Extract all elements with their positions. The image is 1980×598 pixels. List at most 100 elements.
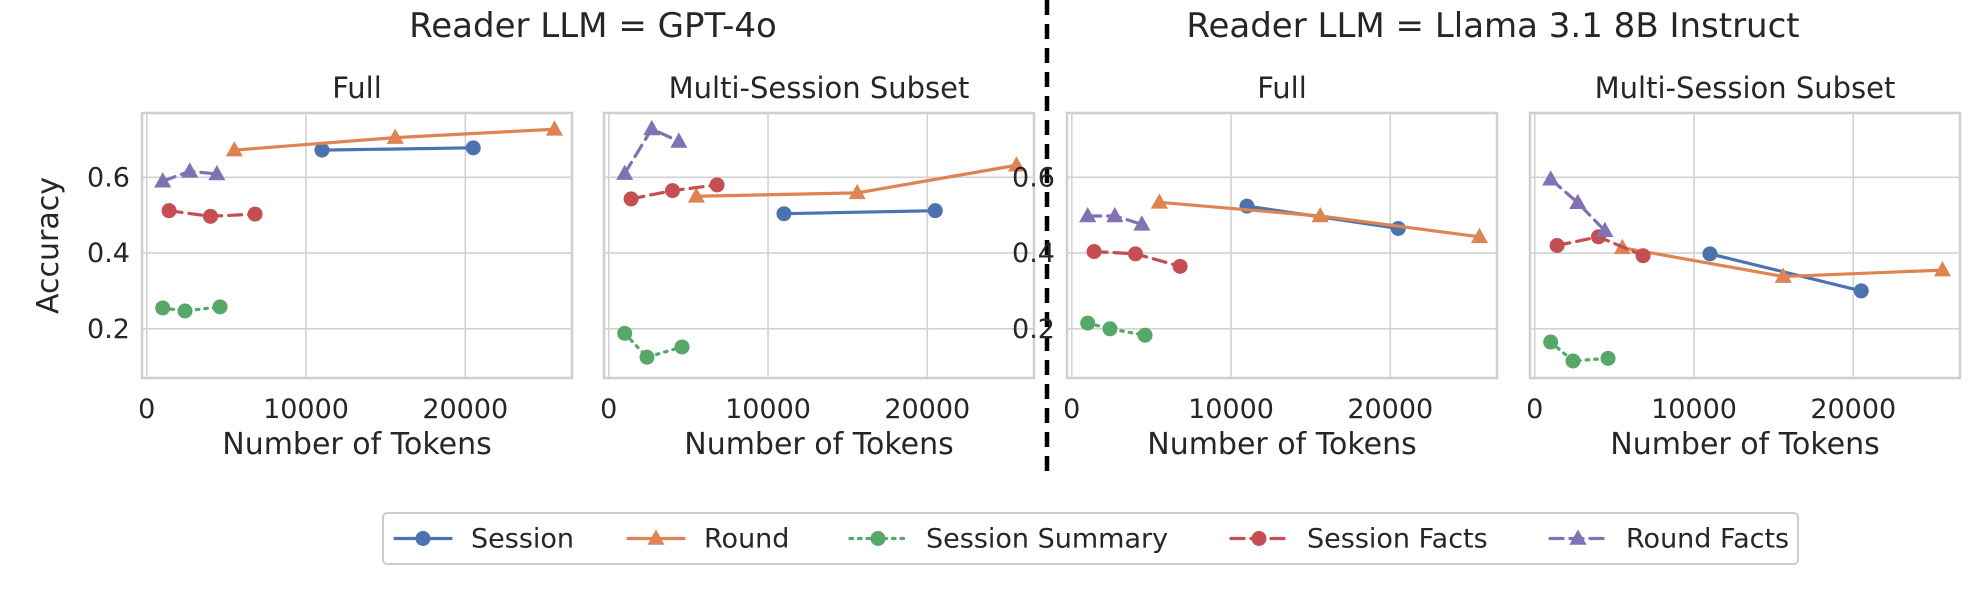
data-point [1600,350,1616,366]
x-tick-label: 20000 [1347,394,1433,425]
data-point [1311,206,1329,223]
data-point [314,142,330,158]
data-point [1086,244,1102,260]
data-point [1933,261,1952,277]
legend-label: Session Summary [926,524,1168,555]
data-point [927,203,943,219]
data-point [617,325,633,341]
data-point [709,177,725,193]
x-tick-label: 10000 [1651,394,1737,425]
legend-label: Round Facts [1626,524,1789,555]
data-point [664,183,680,199]
group-title-llama: Reader LLM = Llama 3.1 8B Instruct [1186,6,1799,46]
x-tick-label: 0 [1063,394,1080,425]
x-tick-label: 0 [1526,394,1543,425]
data-point [1635,248,1651,264]
x-tick-label: 10000 [1188,394,1274,425]
legend-label: Session Facts [1307,524,1488,555]
x-tick-label: 10000 [263,394,349,425]
series-round [687,156,1026,203]
axes-frame [602,111,1036,380]
legend-marker [870,531,886,546]
subplot-4: 0 10000 20000 Multi-Session Subset Number of… [1526,71,1962,462]
data-point [212,299,228,315]
series-line [320,146,475,152]
data-point [1853,283,1869,299]
legend-entry: Round Facts [1548,524,1789,555]
legend-entry: Round [626,524,789,555]
data-point [1150,193,1168,209]
data-point [670,132,688,148]
group-title-gpt4o: Reader LLM = GPT-4o [409,6,777,46]
y-tick-label: 0.4 [1012,238,1055,269]
series-session-summary [1080,315,1153,343]
subplot-title: Full [1257,71,1307,105]
x-tick-label: 20000 [884,394,970,425]
axes-frame [1065,111,1499,380]
axes-frame [1528,111,1962,380]
axes-frame [140,111,574,380]
legend-marker [415,531,431,546]
x-tick-label: 0 [138,394,155,425]
data-point [674,339,690,355]
data-point [161,203,177,219]
legend: Session Round Session Summary Session Facts… [382,512,1799,565]
x-axis-label: Number of Tokens [222,427,492,462]
x-tick-label: 20000 [1810,394,1896,425]
data-point [1774,267,1792,283]
data-point [181,162,199,178]
data-point [1542,170,1560,186]
data-point [1470,227,1489,244]
data-point [177,303,193,319]
series-session [314,140,481,158]
data-point [155,300,171,316]
x-tick-label: 20000 [422,394,508,425]
series-session-summary [155,299,228,319]
legend-label: Session [471,524,574,555]
data-point [1127,246,1143,262]
data-point [687,187,705,203]
data-point [465,140,481,156]
y-tick-label: 0.6 [1012,162,1055,193]
data-point [1106,206,1124,223]
data-point [1569,193,1587,210]
series-line [161,305,222,313]
series-round-facts [1542,170,1614,238]
data-point [154,172,172,188]
data-point [1596,221,1614,238]
legend-marker [1569,529,1587,545]
subplot-title: Multi-Session Subset [669,71,970,105]
y-tick-label: 0.2 [87,314,130,345]
subplot-3: 0 10000 20000 0.2 0.4 0.6 Full Number of Tokens [1012,71,1499,462]
data-point [208,164,226,181]
data-point [1565,353,1581,369]
legend-entry: Session [393,524,574,555]
y-tick-label: 0.4 [87,238,130,269]
data-point [639,349,655,365]
subplot-title: Full [332,71,382,105]
x-tick-label: 0 [600,394,617,425]
series-round-facts [616,119,688,180]
data-point [1172,258,1188,274]
data-point [1133,215,1151,231]
data-point [545,120,564,136]
series-round [225,120,564,157]
y-tick-label: 0.6 [87,162,130,193]
series-line [782,209,937,216]
legend-frame [382,512,1799,565]
series-round [1150,193,1489,244]
series-line [1549,177,1607,233]
subplot-panels: 0 10000 20000 0.2 0.4 0.6 Full Number of Tokens… [31,71,1962,462]
data-point [623,191,639,207]
subplot-1: 0 10000 20000 0.2 0.4 0.6 Full Number of Tokens… [31,71,574,462]
legend-entry: Session Facts [1229,524,1488,555]
data-point [1007,156,1026,172]
data-point [225,141,243,157]
data-point [247,206,263,222]
legend-label: Round [704,524,789,555]
y-tick-label: 0.2 [1012,314,1055,345]
data-point [1549,238,1565,253]
data-point [202,208,218,224]
legend-entry: Session Summary [848,524,1168,555]
